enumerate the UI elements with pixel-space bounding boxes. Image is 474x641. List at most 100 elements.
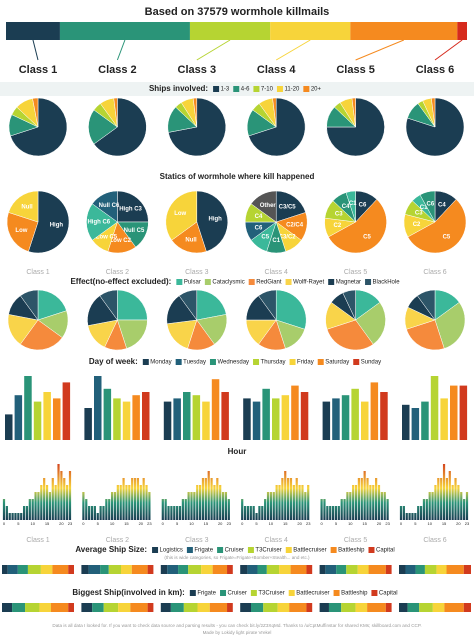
class-label: Class 3 <box>178 64 217 76</box>
hour-bar <box>440 478 443 520</box>
hour-bar <box>37 492 40 520</box>
ship-segment <box>131 565 148 574</box>
legend-swatch <box>317 359 324 365</box>
ship-segment <box>100 565 109 574</box>
hour-bar <box>405 513 408 520</box>
day-bar <box>281 395 290 440</box>
ship-segment <box>290 565 307 574</box>
legend-swatch <box>303 86 310 92</box>
hour-bar <box>96 513 99 520</box>
hour-bar <box>187 492 190 520</box>
hour-bar <box>88 506 91 520</box>
day-bar <box>252 401 261 440</box>
ship-segment <box>419 603 433 612</box>
hour-bar <box>190 492 193 520</box>
hour-bar <box>11 513 14 520</box>
hour-bar <box>278 485 281 520</box>
hour-bar <box>266 492 270 520</box>
day-bar <box>411 408 420 440</box>
hour-bar <box>369 485 372 520</box>
ship-segment <box>385 565 392 574</box>
hour-bar <box>380 492 383 520</box>
ship-segment <box>81 603 93 612</box>
ship-segment <box>50 603 69 612</box>
x-tick-label: 15 <box>362 521 367 526</box>
x-tick-label: 23 <box>227 521 232 526</box>
hour-bar <box>66 485 69 520</box>
pie-slice <box>272 97 277 128</box>
legend-label: Pulsar <box>184 280 201 286</box>
pie-slice <box>37 289 67 321</box>
x-tick-label: 23 <box>465 521 470 526</box>
hour-bar <box>331 506 335 520</box>
hour-bar <box>60 471 63 520</box>
slice-label: C1 <box>349 201 357 207</box>
hour-bar <box>170 506 173 520</box>
hour-bar <box>17 513 20 520</box>
x-tick-label: 0 <box>241 521 244 526</box>
ship-segment <box>160 603 171 612</box>
hour-bar <box>110 492 114 520</box>
day-bar <box>192 395 201 440</box>
ship-segment <box>341 603 356 612</box>
pie-slice <box>86 203 118 241</box>
legend-label: Friday <box>297 360 314 366</box>
legend-label: RedGiant <box>256 280 282 286</box>
hour-bar <box>422 499 426 520</box>
x-tick-label: 0 <box>400 521 403 526</box>
pie-slice <box>93 97 147 157</box>
x-tick-label: 23 <box>385 521 390 526</box>
hour-bar <box>357 478 361 520</box>
hour-bar <box>102 506 105 520</box>
hour-bar <box>196 485 199 520</box>
x-tick-label: 15 <box>124 521 129 526</box>
x-tick-label: 5 <box>335 521 338 526</box>
ship-segment <box>346 565 358 574</box>
pie-slice <box>351 97 356 128</box>
ship-segment <box>240 603 251 612</box>
hour-bar <box>241 499 244 520</box>
connector <box>116 39 126 61</box>
legend-swatch <box>330 547 337 553</box>
x-tick-label: 20 <box>218 521 223 526</box>
ship-segment <box>446 565 464 574</box>
x-tick-label: 0 <box>162 521 165 526</box>
hour-bar <box>445 478 449 520</box>
class-share <box>350 22 458 40</box>
hour-bar <box>366 478 369 520</box>
hour-bar <box>258 506 261 520</box>
ship-segment <box>227 603 233 612</box>
section-title: Hour <box>228 447 247 456</box>
legend-swatch <box>189 590 196 596</box>
pie-slice <box>342 289 356 321</box>
hour-bar <box>375 478 378 520</box>
ship-segment <box>40 565 53 574</box>
class-label: Class 2 <box>106 537 129 544</box>
day-bar <box>262 388 270 440</box>
legend-swatch <box>217 547 224 553</box>
hour-bar <box>131 478 134 520</box>
slice-label: C4 <box>438 202 446 208</box>
hour-bar <box>352 485 355 520</box>
legend-label: Monday <box>150 360 171 366</box>
note: (this is wide categories, so Frigate=Fri… <box>164 555 310 560</box>
ship-segment <box>118 603 131 612</box>
hour-bar <box>108 499 111 520</box>
pie-slice <box>171 221 207 254</box>
ship-segment <box>277 603 290 612</box>
ship-segment <box>368 565 386 574</box>
hour-bar <box>68 471 72 520</box>
day-bar <box>53 398 61 440</box>
hour-bar <box>334 506 338 520</box>
legend-swatch <box>220 590 227 596</box>
ship-segment <box>399 603 408 612</box>
pie-slice <box>165 190 198 241</box>
pie-slice <box>405 97 465 157</box>
hour-bar <box>167 506 170 520</box>
class-label: Class 5 <box>344 537 367 544</box>
ship-segment <box>188 565 202 574</box>
class-share <box>6 22 60 40</box>
ship-segment <box>147 603 154 612</box>
ship-segment <box>183 603 198 612</box>
legend-swatch <box>233 86 240 92</box>
